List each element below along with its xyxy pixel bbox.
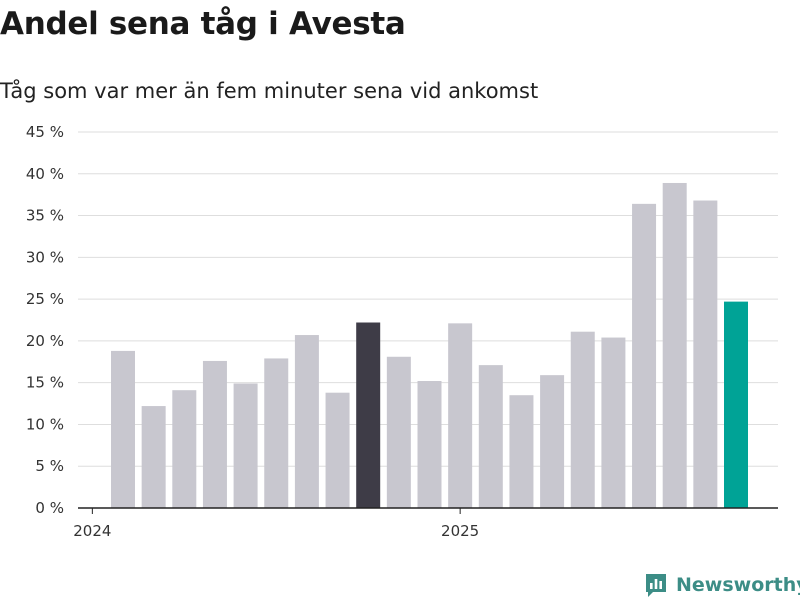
y-tick-label: 0 %	[35, 499, 64, 517]
bar-2024-06	[234, 384, 258, 508]
brand-name: Newsworthy	[676, 574, 800, 596]
bar-2024-10	[356, 323, 380, 508]
bar-2024-04	[172, 390, 196, 508]
bar-2024-07	[264, 358, 288, 508]
bar-2024-12	[418, 381, 442, 508]
bars	[111, 183, 748, 508]
bar-2025-01	[448, 323, 472, 508]
brand-logo: Newsworthy	[644, 570, 800, 600]
bar-2025-06	[601, 338, 625, 508]
bar-2025-10	[724, 302, 748, 508]
bar-2024-05	[203, 361, 227, 508]
y-tick-label: 30 %	[26, 248, 64, 266]
x-tick-label: 2024	[73, 522, 111, 540]
y-axis-ticks: 0 % 5 % 10 % 15 % 20 % 25 % 30 % 35 % 40 % 45 %	[26, 123, 64, 517]
bar-2025-04	[540, 375, 564, 508]
y-tick-label: 10 %	[26, 415, 64, 433]
bar-2024-11	[387, 357, 411, 508]
x-axis: 2024 2025	[73, 508, 778, 540]
bar-2024-02	[111, 351, 135, 508]
y-tick-label: 40 %	[26, 165, 64, 183]
y-tick-label: 5 %	[35, 457, 64, 475]
bar-2024-08	[295, 335, 319, 508]
bar-2025-08	[663, 183, 687, 508]
bar-2025-05	[571, 332, 595, 508]
y-tick-label: 35 %	[26, 207, 64, 225]
bar-2024-03	[142, 406, 166, 508]
y-tick-label: 45 %	[26, 123, 64, 141]
y-tick-label: 20 %	[26, 332, 64, 350]
bar-2025-07	[632, 204, 656, 508]
bar-chart: 0 % 5 % 10 % 15 % 20 % 25 % 30 % 35 % 40 % 45 % 2…	[0, 0, 800, 560]
bar-2025-03	[509, 395, 533, 508]
y-tick-label: 15 %	[26, 374, 64, 392]
bar-2025-02	[479, 365, 503, 508]
bar-2025-09	[693, 201, 717, 508]
y-tick-label: 25 %	[26, 290, 64, 308]
bar-chart-logo-icon	[644, 572, 668, 598]
bar-2024-09	[326, 393, 350, 508]
x-tick-label: 2025	[441, 522, 479, 540]
